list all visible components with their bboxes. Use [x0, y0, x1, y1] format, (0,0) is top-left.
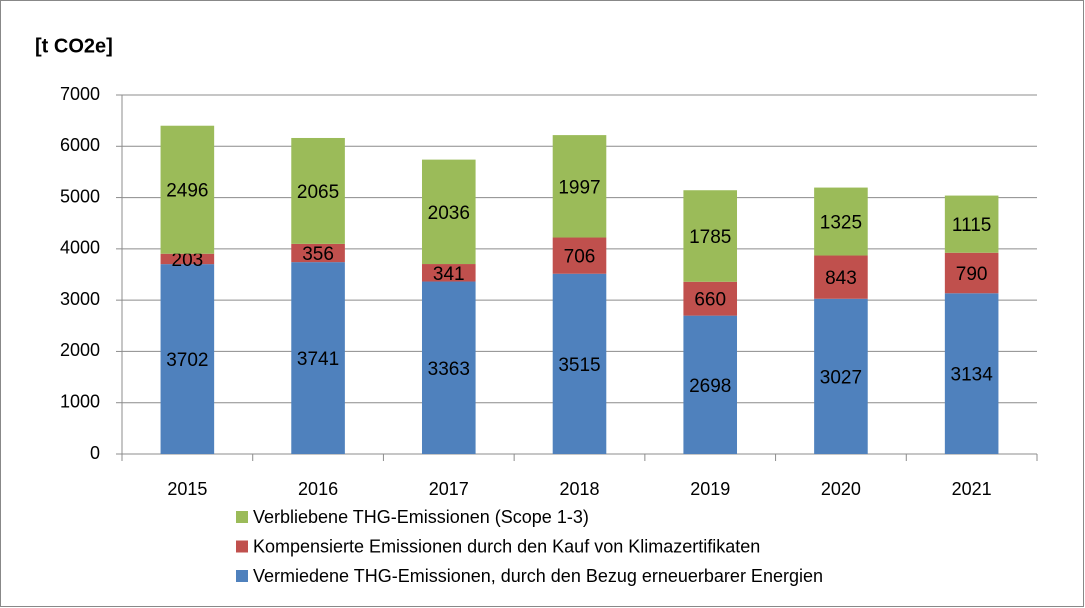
- bar-segment: [160, 264, 215, 454]
- legend-swatch: [236, 570, 248, 582]
- bar-segment: [291, 243, 345, 263]
- bar-segment: [814, 255, 868, 299]
- data-label: 790: [956, 264, 988, 285]
- data-label: 1325: [820, 213, 862, 234]
- data-label: 1115: [952, 215, 991, 236]
- y-tick-label: 3000: [60, 289, 100, 309]
- bar-segment: [160, 125, 215, 254]
- data-label: 3134: [951, 365, 994, 386]
- legend-swatch: [236, 540, 248, 553]
- bar-segment: [683, 315, 738, 454]
- data-label: 2065: [297, 182, 339, 203]
- bar-segment: [552, 237, 607, 274]
- bar-segment: [683, 281, 738, 316]
- bar-segment: [814, 187, 868, 256]
- data-label: 3515: [558, 355, 600, 376]
- bar-segment: [291, 137, 345, 244]
- data-label: 706: [564, 247, 596, 268]
- bar-segment: [944, 252, 999, 294]
- bar-segment: [421, 159, 476, 265]
- bar-segment: [552, 273, 607, 454]
- data-label: 3027: [820, 367, 862, 388]
- bar-segment: [291, 262, 345, 454]
- x-tick-label: 2020: [821, 479, 861, 499]
- data-label: 843: [825, 268, 857, 289]
- data-label: 660: [694, 290, 726, 311]
- y-tick-label: 0: [90, 443, 100, 463]
- legend-label: Verbliebene THG-Emissionen (Scope 1-3): [253, 507, 589, 527]
- y-tick-label: 1000: [60, 391, 100, 411]
- legend-label: Kompensierte Emissionen durch den Kauf v…: [253, 536, 760, 556]
- legend-swatch: [236, 511, 248, 523]
- y-tick-label: 6000: [60, 135, 100, 155]
- y-tick-label: 7000: [60, 84, 100, 104]
- bar-segment: [944, 195, 999, 253]
- bar-segment: [944, 293, 999, 454]
- data-label: 341: [433, 264, 465, 285]
- bar-segment: [552, 135, 607, 238]
- data-label: 2496: [166, 181, 208, 202]
- bar-segment: [160, 253, 215, 265]
- bar-segment: [421, 264, 476, 282]
- data-label: 2036: [428, 203, 470, 224]
- y-tick-label: 4000: [60, 238, 100, 258]
- data-label: 1785: [689, 227, 731, 248]
- data-label: 3741: [297, 349, 339, 370]
- data-label: 203: [172, 250, 204, 271]
- data-label: 1997: [558, 177, 600, 198]
- y-tick-label: 5000: [60, 186, 100, 206]
- x-tick-label: 2015: [167, 479, 207, 499]
- data-label: 3363: [428, 359, 470, 380]
- x-tick-label: 2017: [429, 479, 469, 499]
- bar-segment: [421, 281, 476, 454]
- chart-title: [t CO2e]: [35, 35, 113, 57]
- data-label: 2698: [689, 376, 731, 397]
- data-label: 356: [302, 244, 334, 265]
- x-tick-label: 2021: [952, 479, 992, 499]
- x-tick-label: 2019: [690, 479, 730, 499]
- bar-segment: [683, 190, 738, 282]
- x-tick-label: 2016: [298, 479, 338, 499]
- data-label: 3702: [166, 350, 208, 371]
- y-tick-label: 2000: [60, 340, 100, 360]
- x-tick-label: 2018: [559, 479, 599, 499]
- legend-label: Vermiedene THG-Emissionen, durch den Bez…: [253, 566, 823, 586]
- bar-segment: [814, 298, 868, 454]
